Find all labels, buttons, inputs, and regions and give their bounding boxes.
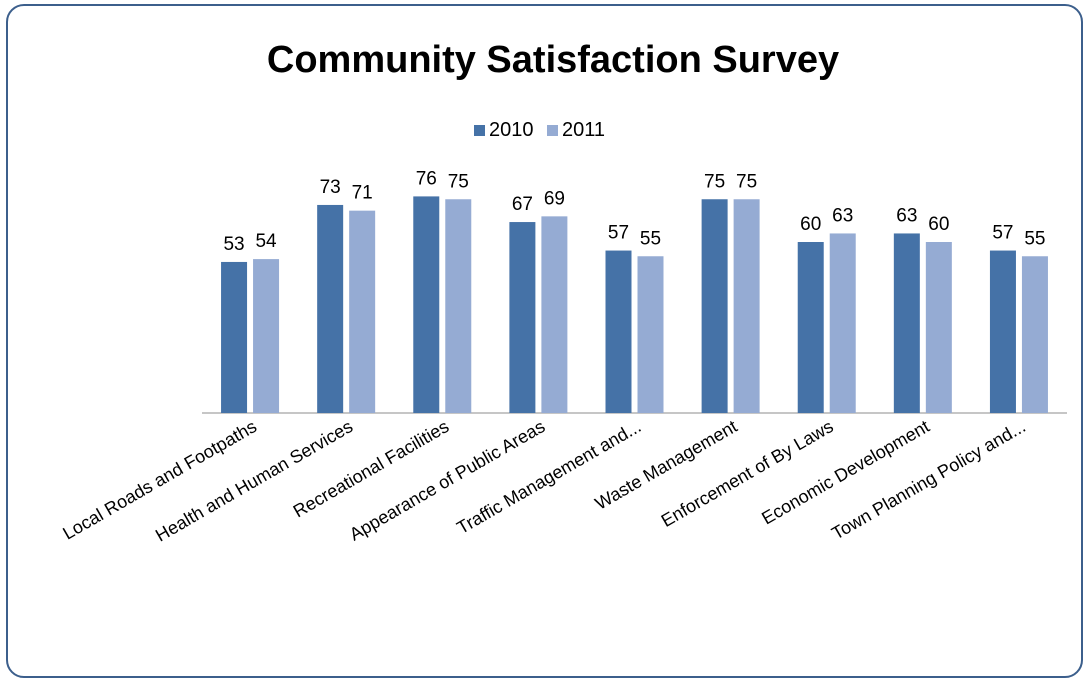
legend-label-2010: 2010 <box>489 119 534 141</box>
bar-2011-2 <box>349 210 376 413</box>
bar-2010-6 <box>701 199 728 413</box>
bar-2011-3 <box>445 199 472 413</box>
bar-2011-1 <box>253 259 280 413</box>
data-label-2011-6: 75 <box>736 171 757 192</box>
x-tick-label-5: Traffic Management and... <box>453 416 644 538</box>
data-label-2011-3: 75 <box>448 171 469 192</box>
x-tick-label-3: Recreational Facilities <box>290 416 452 521</box>
bar-2010-5 <box>605 250 632 413</box>
data-label-2010-6: 75 <box>704 171 725 192</box>
data-label-2010-9: 57 <box>992 223 1013 244</box>
bar-2011-7 <box>829 233 856 413</box>
data-label-2010-8: 63 <box>896 205 917 226</box>
data-label-2010-5: 57 <box>608 223 629 244</box>
data-label-2010-4: 67 <box>512 194 533 215</box>
bar-2010-7 <box>797 242 824 413</box>
data-label-2010-1: 53 <box>223 234 244 255</box>
data-label-2011-7: 63 <box>832 205 853 226</box>
bar-2011-5 <box>637 256 664 413</box>
bar-2010-2 <box>317 204 344 413</box>
bar-2010-8 <box>893 233 920 413</box>
legend-label-2011: 2011 <box>562 119 605 141</box>
data-label-2010-2: 73 <box>320 177 341 198</box>
x-tick-label-8: Economic Development <box>758 416 933 528</box>
legend-swatch-2010 <box>474 125 485 136</box>
x-tick-label-7: Enforcement of By Laws <box>658 416 837 531</box>
chart-title: Community Satisfaction Survey <box>267 39 839 81</box>
data-label-2011-1: 54 <box>255 231 277 252</box>
bar-2011-9 <box>1021 256 1048 413</box>
bar-2011-6 <box>733 199 760 413</box>
data-label-2011-5: 55 <box>640 228 661 249</box>
legend: 2010 2011 <box>474 119 605 141</box>
data-label-2011-4: 69 <box>544 188 565 209</box>
data-label-2010-3: 76 <box>416 168 437 189</box>
data-label-2011-8: 60 <box>928 214 949 235</box>
bar-2010-3 <box>413 196 440 413</box>
data-label-2010-7: 60 <box>800 214 821 235</box>
bar-2010-4 <box>509 222 536 413</box>
data-label-2011-2: 71 <box>352 183 373 204</box>
bar-2010-9 <box>989 250 1016 413</box>
bar-2010-1 <box>221 261 248 413</box>
bar-2011-8 <box>925 242 952 413</box>
legend-swatch-2011 <box>547 125 558 136</box>
data-label-2011-9: 55 <box>1024 228 1045 249</box>
bar-2011-4 <box>541 216 568 413</box>
plot-area: 53 54 73 71 76 75 67 69 57 55 75 75 60 63 63 60 57 55 <box>202 168 1067 414</box>
